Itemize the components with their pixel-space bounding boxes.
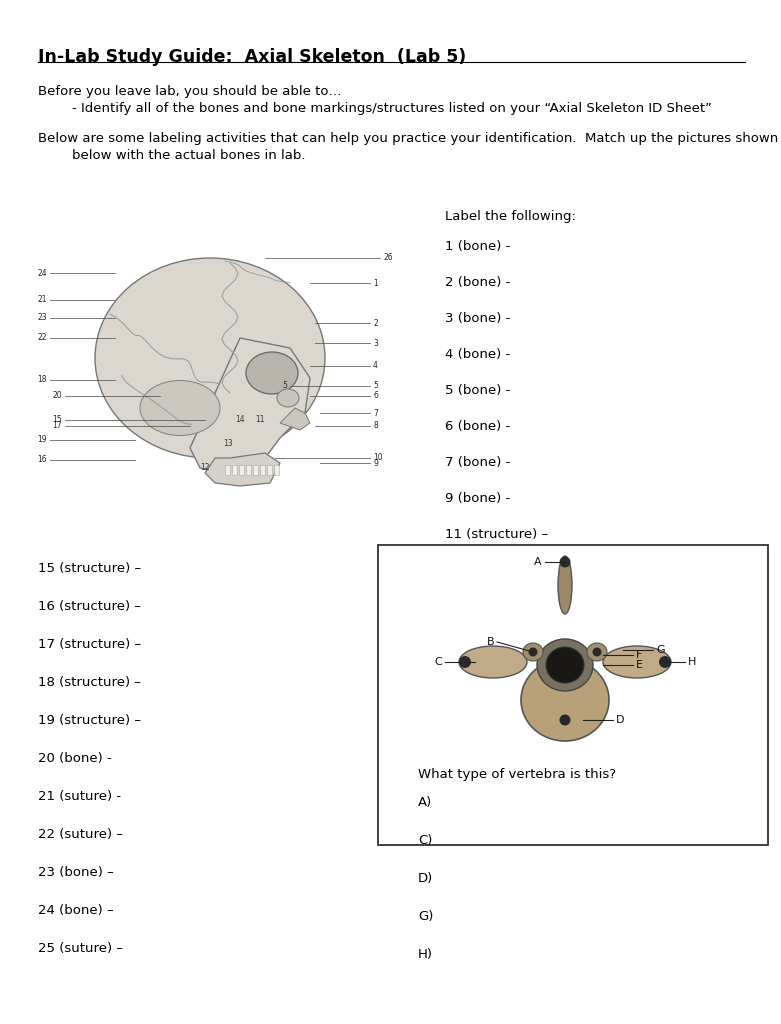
Text: D: D <box>616 715 625 725</box>
Bar <box>267 465 272 475</box>
Text: 24 (bone) –: 24 (bone) – <box>38 904 113 918</box>
Text: A): A) <box>418 796 432 809</box>
Text: 17 (structure) –: 17 (structure) – <box>38 638 141 651</box>
Text: Below are some labeling activities that can help you practice your identificatio: Below are some labeling activities that … <box>38 132 778 145</box>
Text: 12: 12 <box>200 464 210 472</box>
Ellipse shape <box>521 659 609 741</box>
Text: 14: 14 <box>235 416 244 425</box>
Text: 26: 26 <box>383 254 393 262</box>
Text: H): H) <box>418 948 433 961</box>
Text: 3: 3 <box>373 339 378 347</box>
Text: 9 (bone) -: 9 (bone) - <box>445 492 510 505</box>
Text: 24: 24 <box>37 268 47 278</box>
Text: 13: 13 <box>223 438 233 447</box>
Bar <box>225 465 230 475</box>
Ellipse shape <box>546 647 584 683</box>
Text: D): D) <box>418 872 433 885</box>
Text: G: G <box>656 645 665 655</box>
Text: 21: 21 <box>37 296 47 304</box>
Text: C): C) <box>418 834 433 847</box>
Text: 16 (structure) –: 16 (structure) – <box>38 600 141 613</box>
Text: 15: 15 <box>52 416 62 425</box>
Polygon shape <box>190 338 310 473</box>
Bar <box>239 465 244 475</box>
Text: 22: 22 <box>37 334 47 342</box>
Text: 21 (suture) -: 21 (suture) - <box>38 790 121 803</box>
Text: 19 (structure) –: 19 (structure) – <box>38 714 141 727</box>
Ellipse shape <box>559 556 570 567</box>
Text: 22 (suture) –: 22 (suture) – <box>38 828 123 841</box>
Text: 2 (bone) -: 2 (bone) - <box>445 276 510 289</box>
Ellipse shape <box>603 646 671 678</box>
Text: 11: 11 <box>255 416 265 425</box>
Ellipse shape <box>246 352 298 394</box>
Text: 11 (structure) –: 11 (structure) – <box>445 528 548 541</box>
Text: 5: 5 <box>373 382 378 390</box>
Text: 5 (bone) -: 5 (bone) - <box>445 384 510 397</box>
Text: 9: 9 <box>373 459 378 468</box>
Text: 2: 2 <box>373 318 378 328</box>
Ellipse shape <box>529 647 537 656</box>
Text: 10: 10 <box>373 454 383 463</box>
Ellipse shape <box>587 643 607 662</box>
Text: below with the actual bones in lab.: below with the actual bones in lab. <box>38 150 305 162</box>
Text: 4 (bone) -: 4 (bone) - <box>445 348 510 361</box>
Text: 6 (bone) -: 6 (bone) - <box>445 420 510 433</box>
Text: 18: 18 <box>37 376 47 384</box>
Polygon shape <box>280 408 310 430</box>
Polygon shape <box>205 453 280 486</box>
Text: - Identify all of the bones and bone markings/structures listed on your “Axial S: - Identify all of the bones and bone mar… <box>38 102 712 115</box>
Text: In-Lab Study Guide:  Axial Skeleton  (Lab 5): In-Lab Study Guide: Axial Skeleton (Lab … <box>38 48 466 66</box>
Text: E: E <box>636 660 643 670</box>
Text: 3 (bone) -: 3 (bone) - <box>445 312 510 325</box>
Bar <box>260 465 265 475</box>
Text: 20: 20 <box>52 391 62 400</box>
Text: 23 (bone) –: 23 (bone) – <box>38 866 114 879</box>
Text: 20 (bone) -: 20 (bone) - <box>38 752 112 765</box>
Text: 1: 1 <box>373 279 378 288</box>
Bar <box>253 465 258 475</box>
Text: H: H <box>688 657 697 667</box>
Text: 19: 19 <box>37 435 47 444</box>
Ellipse shape <box>523 643 543 662</box>
Text: 17: 17 <box>52 422 62 430</box>
Bar <box>274 465 279 475</box>
Text: 7 (bone) -: 7 (bone) - <box>445 456 510 469</box>
Text: 23: 23 <box>37 313 47 323</box>
Ellipse shape <box>95 258 325 458</box>
Text: 15 (structure) –: 15 (structure) – <box>38 562 141 575</box>
Ellipse shape <box>593 647 601 656</box>
Ellipse shape <box>459 656 471 668</box>
Ellipse shape <box>659 656 671 668</box>
Ellipse shape <box>140 381 220 435</box>
Ellipse shape <box>459 646 527 678</box>
Text: A: A <box>534 557 542 567</box>
Text: 16: 16 <box>37 456 47 465</box>
Text: Label the following:: Label the following: <box>445 210 576 223</box>
Text: Before you leave lab, you should be able to…: Before you leave lab, you should be able… <box>38 85 341 98</box>
Text: 5: 5 <box>283 382 287 390</box>
Text: 18 (structure) –: 18 (structure) – <box>38 676 141 689</box>
Bar <box>378 545 768 845</box>
Text: 8: 8 <box>373 422 378 430</box>
Ellipse shape <box>559 715 570 725</box>
Text: C: C <box>434 657 442 667</box>
Bar <box>232 465 237 475</box>
Text: 6: 6 <box>373 391 378 400</box>
Text: What type of vertebra is this?: What type of vertebra is this? <box>418 768 616 781</box>
Text: 7: 7 <box>373 409 378 418</box>
Text: B: B <box>487 637 494 647</box>
Ellipse shape <box>558 556 572 614</box>
Ellipse shape <box>277 389 299 407</box>
Text: 1 (bone) -: 1 (bone) - <box>445 240 510 253</box>
Text: 4: 4 <box>373 361 378 371</box>
Ellipse shape <box>537 639 593 691</box>
Text: 25 (suture) –: 25 (suture) – <box>38 942 123 955</box>
Bar <box>246 465 251 475</box>
Text: F: F <box>636 650 643 660</box>
Text: G): G) <box>418 910 433 923</box>
